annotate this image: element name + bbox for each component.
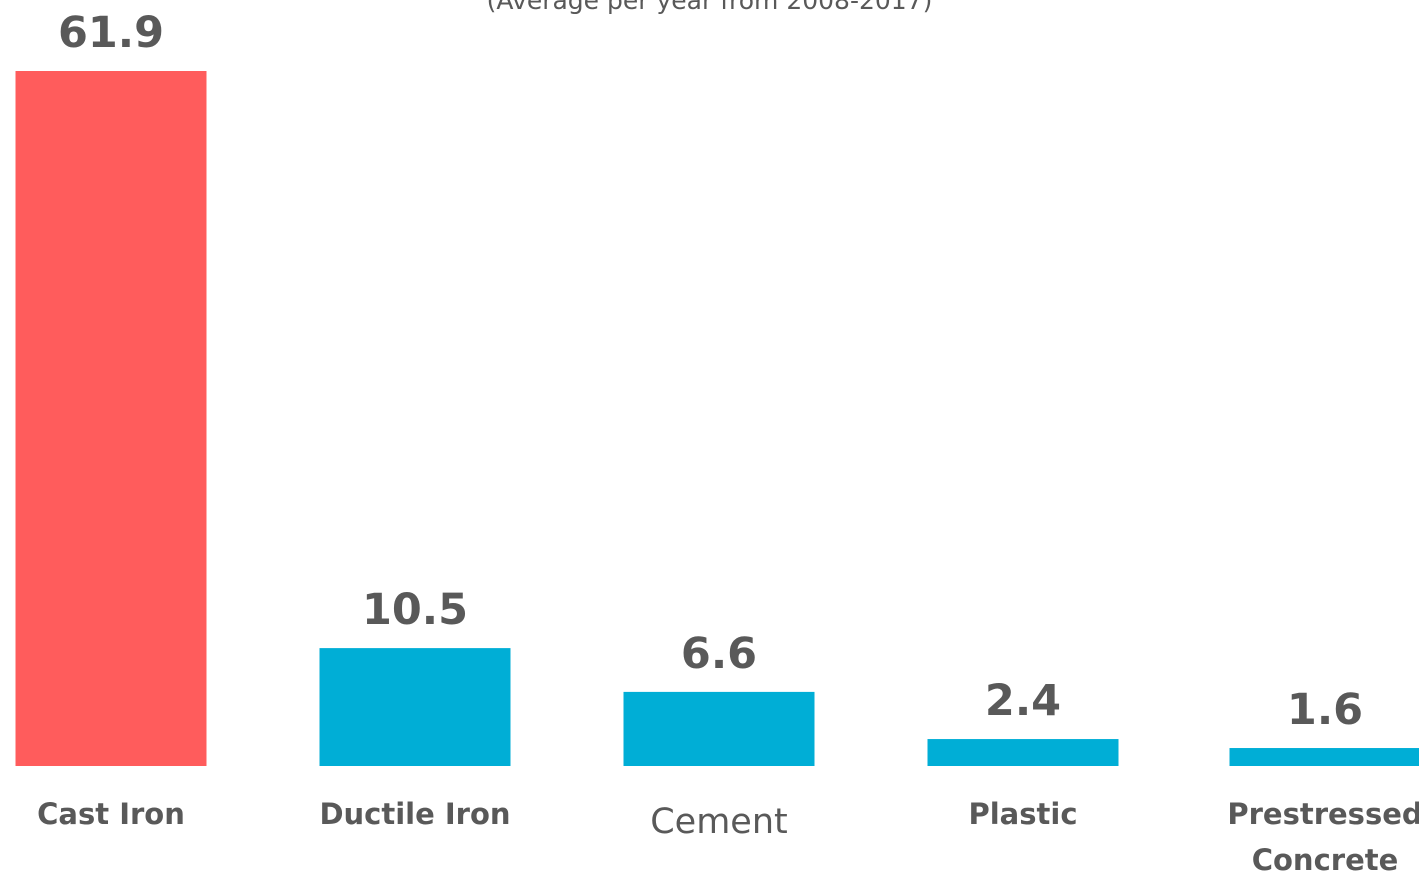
bar-1 bbox=[16, 71, 207, 766]
bar-4 bbox=[928, 739, 1119, 766]
category-label-2: Ductile Iron bbox=[319, 797, 510, 831]
value-label-5: 1.6 bbox=[1287, 685, 1363, 735]
chart-subtitle: (Average per year from 2008-2017) bbox=[0, 0, 1419, 15]
value-label-2: 10.5 bbox=[362, 585, 468, 635]
value-label-1: 61.9 bbox=[58, 8, 164, 58]
value-label-4: 2.4 bbox=[985, 676, 1061, 726]
category-label-1: Cast Iron bbox=[37, 797, 185, 831]
bar-5 bbox=[1230, 748, 1419, 766]
category-label-4: Plastic bbox=[968, 797, 1077, 831]
value-label-3: 6.6 bbox=[681, 629, 757, 679]
bar-2 bbox=[320, 648, 511, 766]
category-label-3: Cement bbox=[650, 802, 788, 842]
bar-3 bbox=[624, 692, 815, 766]
